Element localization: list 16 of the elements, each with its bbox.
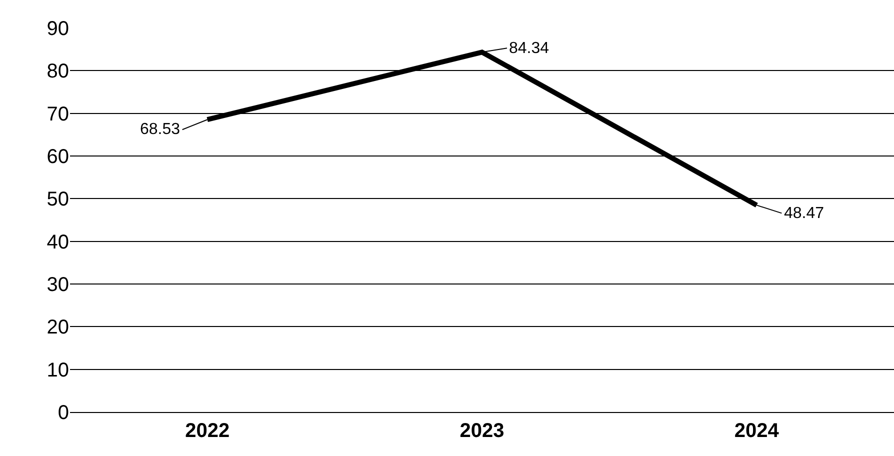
- y-tick-label: 60: [46, 146, 69, 168]
- y-tick-label: 70: [46, 103, 69, 126]
- x-tick-label: 2024: [734, 420, 780, 442]
- data-label: 68.53: [140, 121, 180, 138]
- y-tick-label: 90: [46, 18, 69, 40]
- data-label: 48.47: [784, 205, 824, 222]
- y-tick-label: 20: [46, 316, 69, 339]
- y-tick-label: 80: [46, 60, 69, 83]
- y-tick-label: 40: [46, 231, 69, 254]
- y-tick-label: 30: [46, 274, 69, 296]
- y-tick-label: 0: [58, 402, 69, 424]
- y-tick-label: 10: [46, 359, 69, 382]
- x-tick-label: 2023: [460, 420, 504, 442]
- x-tick-label: 2022: [185, 420, 230, 442]
- y-tick-label: 50: [46, 188, 69, 211]
- data-label: 84.34: [509, 40, 550, 57]
